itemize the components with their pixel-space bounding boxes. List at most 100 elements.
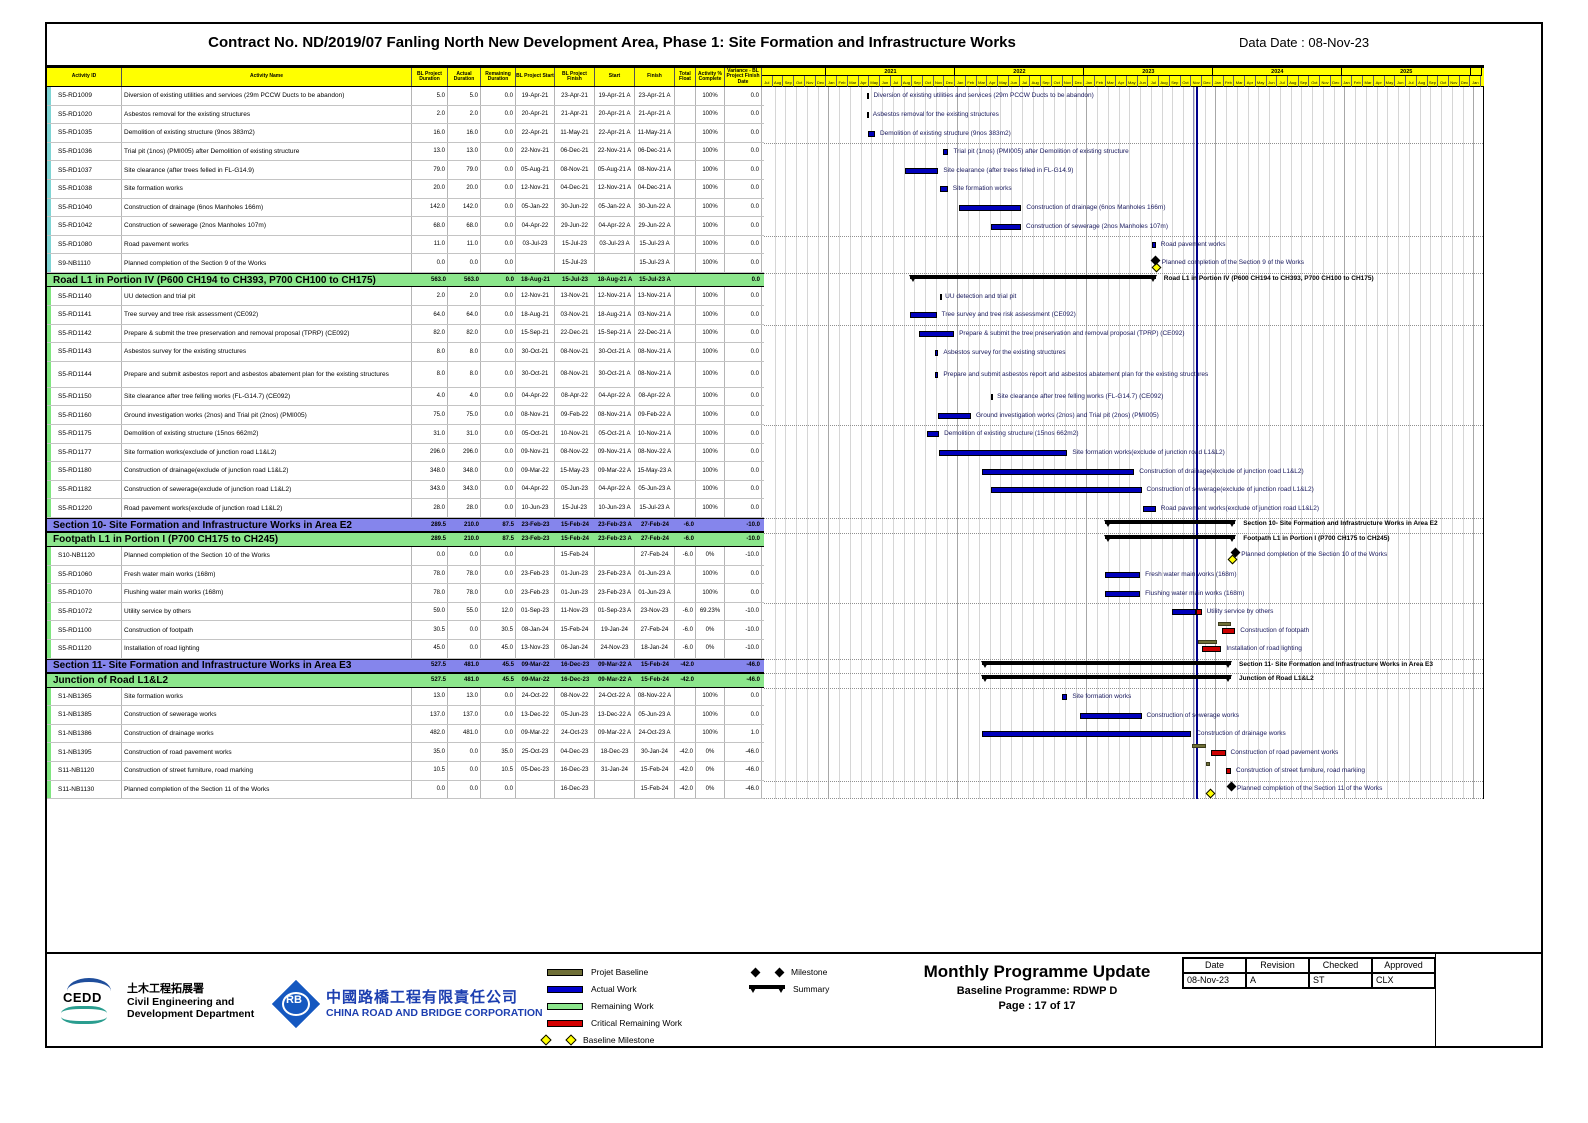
month-tick: May	[1127, 76, 1138, 89]
month-tick: Jan	[1084, 76, 1095, 89]
cedd-english-name-1: Civil Engineering and	[127, 995, 235, 1008]
bar-label: Construction of drainage (6nos Manholes …	[1026, 203, 1166, 211]
group-color-strip	[47, 254, 51, 272]
cell-bl_start: 09-Nov-21	[516, 443, 555, 462]
year-band: 2025	[1342, 68, 1472, 76]
month-gridline	[1075, 87, 1077, 800]
cell-bl_finish: 01-Jun-23	[555, 584, 595, 602]
bar-label: Construction of road pavement works	[1230, 748, 1339, 756]
cell-name: Utility service by others	[122, 602, 412, 621]
legend-summary-triangle	[777, 986, 785, 993]
column-header-pct: Activity % Complete	[696, 68, 725, 86]
cell-bl_dur: 11.0	[412, 235, 448, 254]
cell-pct: 100%	[696, 687, 725, 706]
group-color-strip	[47, 361, 51, 387]
month-tick: May	[1385, 76, 1396, 89]
month-tick: Mar	[1106, 76, 1117, 89]
cell-name: Fresh water main works (168m)	[122, 565, 412, 584]
cell-pct: 0%	[696, 639, 725, 658]
cell-rem_dur: 45.5	[502, 676, 514, 683]
month-gridline	[1258, 87, 1260, 800]
cell-bl_finish: 13-Nov-21	[555, 287, 595, 306]
cell-bl_dur: 0.0	[412, 546, 448, 565]
cell-float: -6.0	[675, 639, 696, 658]
cell-var: -46.0	[746, 676, 760, 683]
baseline-bar	[1217, 621, 1231, 626]
month-gridline	[1355, 87, 1357, 800]
actual-work-bar	[939, 186, 948, 193]
cell-rem_dur: 12.0	[481, 602, 516, 621]
month-tick: Aug	[1288, 76, 1299, 89]
cell-bl_dur: 13.0	[412, 687, 448, 706]
cell-float	[675, 87, 696, 105]
cell-bl_finish: 15-Feb-24	[555, 621, 595, 639]
month-tick: Oct	[923, 76, 934, 89]
bar-label: Site clearance (after trees felled in FL…	[943, 166, 1074, 174]
bar-label: Tree survey and tree risk assessment (CE…	[941, 311, 1076, 319]
legend-label: Summary	[793, 984, 830, 994]
crbc-chinese-name: 中國路橋工程有限責任公司	[326, 988, 519, 1006]
cell-rem_dur: 0.0	[481, 387, 516, 406]
cell-float	[675, 361, 696, 387]
sight-line	[764, 798, 1483, 800]
group-color-strip	[47, 217, 51, 235]
group-color-strip	[47, 639, 51, 658]
cell-name: Construction of street furniture, road m…	[122, 761, 412, 780]
cell-var: 0.0	[725, 687, 762, 706]
month-tick: Feb	[1352, 76, 1364, 89]
section-name: Road L1 in Portion IV (P600 CH194 to CH3…	[53, 274, 376, 286]
data-date-line-shadow	[1192, 87, 1194, 800]
cell-name: Construction of sewerage (2nos Manholes …	[122, 217, 412, 235]
cell-bl_start: 05-Aug-21	[516, 161, 555, 179]
actual-work-bar	[943, 149, 949, 156]
cell-id: S5-RD1175	[47, 425, 122, 443]
legend-item: Baseline Milestone	[539, 1034, 654, 1046]
month-gridline	[774, 87, 776, 800]
table-row: S5-RD1072 Utility service by others 59.0 55…	[47, 602, 764, 622]
baseline-bar	[1191, 743, 1206, 748]
cell-float	[675, 499, 696, 517]
cell-rem_dur: 45.5	[502, 662, 514, 669]
cell-var: 0.0	[725, 406, 762, 424]
cell-float	[675, 235, 696, 254]
cell-rem_dur: 0.0	[481, 406, 516, 424]
approval-header: Approved	[1372, 958, 1435, 973]
cell-float	[675, 480, 696, 499]
cell-bl_dur: 64.0	[412, 306, 448, 324]
cell-act_dur: 0.0	[448, 254, 481, 272]
cell-id: S5-RD1020	[47, 105, 122, 124]
cell-bl_finish: 29-Jun-22	[555, 217, 595, 235]
legend-diamond-icon	[774, 967, 785, 977]
month-tick: Jan	[1342, 76, 1353, 89]
month-gridline	[1473, 87, 1475, 800]
cell-finish: 15-Jul-23 A	[635, 499, 675, 517]
cell-var: 0.0	[725, 462, 762, 480]
table-row: S5-RD1036 Trial pit (1nos) (PMI005) after…	[47, 142, 764, 162]
cell-var: -10.0	[746, 536, 760, 543]
cell-bl_dur: 0.0	[412, 780, 448, 799]
legend-item: Summary	[749, 983, 829, 995]
table-row: S11-NB1120 Construction of street furnitu…	[47, 761, 764, 781]
cell-start: 19-Apr-21 A	[595, 87, 635, 105]
cell-bl_finish: 08-Nov-21	[555, 343, 595, 361]
baseline-milestone-icon	[1205, 788, 1216, 799]
month-gridline	[1419, 87, 1421, 800]
cell-bl_finish: 15-Feb-24	[560, 536, 589, 543]
cell-bl_dur: 82.0	[412, 324, 448, 343]
cell-var: -46.0	[725, 761, 762, 780]
cell-rem_dur: 0.0	[481, 217, 516, 235]
month-tick: Aug	[1030, 76, 1042, 89]
cell-act_dur: 28.0	[448, 499, 481, 517]
group-color-strip	[47, 198, 51, 217]
bar-label: Planned completion of the Section 10 of …	[1241, 551, 1388, 559]
cell-finish: 15-Feb-24	[635, 780, 675, 799]
month-tick: Jan	[955, 76, 966, 89]
cell-bl_finish: 06-Jan-24	[555, 639, 595, 658]
month-tick: Sep	[1170, 76, 1181, 89]
cell-bl_finish: 21-Apr-21	[555, 105, 595, 124]
month-gridline	[1086, 87, 1088, 800]
bar-label: Road L1 in Portion IV (P600 CH194 to CH3…	[1163, 275, 1374, 283]
cell-act_dur: 79.0	[448, 161, 481, 179]
baseline-programme-label: Baseline Programme: RDWP D	[956, 985, 1118, 997]
group-color-strip	[47, 743, 51, 761]
